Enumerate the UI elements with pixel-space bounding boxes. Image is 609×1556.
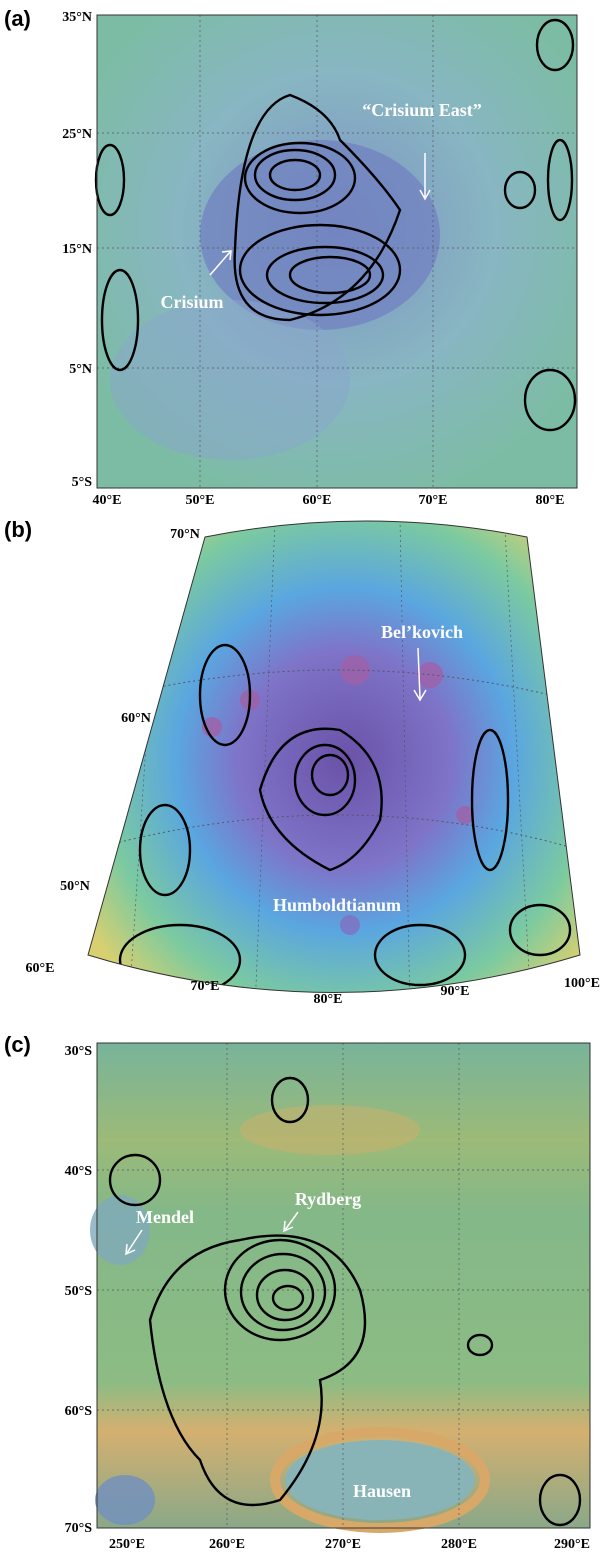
annotation: Humboldtianum: [273, 895, 401, 915]
lat-label: 35°N: [62, 10, 92, 25]
lon-label: 80°E: [536, 493, 565, 508]
lon-label: 90°E: [441, 984, 470, 999]
lon-label: 280°E: [441, 1537, 477, 1552]
lat-label: 15°N: [62, 242, 92, 257]
lon-label: 260°E: [209, 1537, 245, 1552]
panel-a: (a) 35°N 25°N 15°N 5°N 5°S 40°E 50°E 60°…: [4, 6, 577, 508]
figure: (a) 35°N 25°N 15°N 5°N 5°S 40°E 50°E 60°…: [0, 0, 609, 1556]
lat-label: 50°N: [60, 879, 90, 894]
lat-label: 60°N: [121, 711, 151, 726]
lon-label: 50°E: [186, 493, 215, 508]
lon-label: 250°E: [109, 1537, 145, 1552]
lon-label: 80°E: [314, 992, 343, 1007]
annotation: Rydberg: [295, 1189, 361, 1209]
annotation: “Crisium East”: [362, 100, 482, 120]
lat-label: 60°S: [65, 1404, 93, 1419]
panel-label: (a): [4, 6, 31, 31]
panel-b: (b) 70°N 60°N 50°N 60°E 70°E 80°E 90°E 1…: [4, 500, 600, 1020]
lon-label: 60°E: [26, 961, 55, 976]
annotation: Bel’kovich: [381, 622, 463, 642]
lat-label: 70°S: [65, 1521, 93, 1536]
lat-label: 70°N: [170, 527, 200, 542]
lon-label: 40°E: [93, 493, 122, 508]
lat-label: 25°N: [62, 127, 92, 142]
lat-label: 50°S: [65, 1284, 93, 1299]
panel-label: (b): [4, 517, 32, 542]
lat-label: 30°S: [65, 1044, 93, 1059]
lon-label: 270°E: [325, 1537, 361, 1552]
lon-label: 70°E: [191, 979, 220, 994]
lon-label: 100°E: [564, 976, 600, 991]
panel-label: (c): [4, 1032, 31, 1057]
lon-label: 60°E: [303, 493, 332, 508]
lat-label: 5°S: [72, 475, 93, 490]
annotation: Crisium: [161, 292, 224, 312]
annotation: Mendel: [136, 1207, 194, 1227]
annotation: Hausen: [353, 1481, 411, 1501]
lat-label: 5°N: [69, 362, 92, 377]
lon-label: 70°E: [419, 493, 448, 508]
panel-c: (c) 30°S 40°S 50°S 60°S 70°S 250°E 260°E…: [4, 1032, 590, 1552]
lon-label: 290°E: [554, 1537, 590, 1552]
lat-label: 40°S: [65, 1164, 93, 1179]
